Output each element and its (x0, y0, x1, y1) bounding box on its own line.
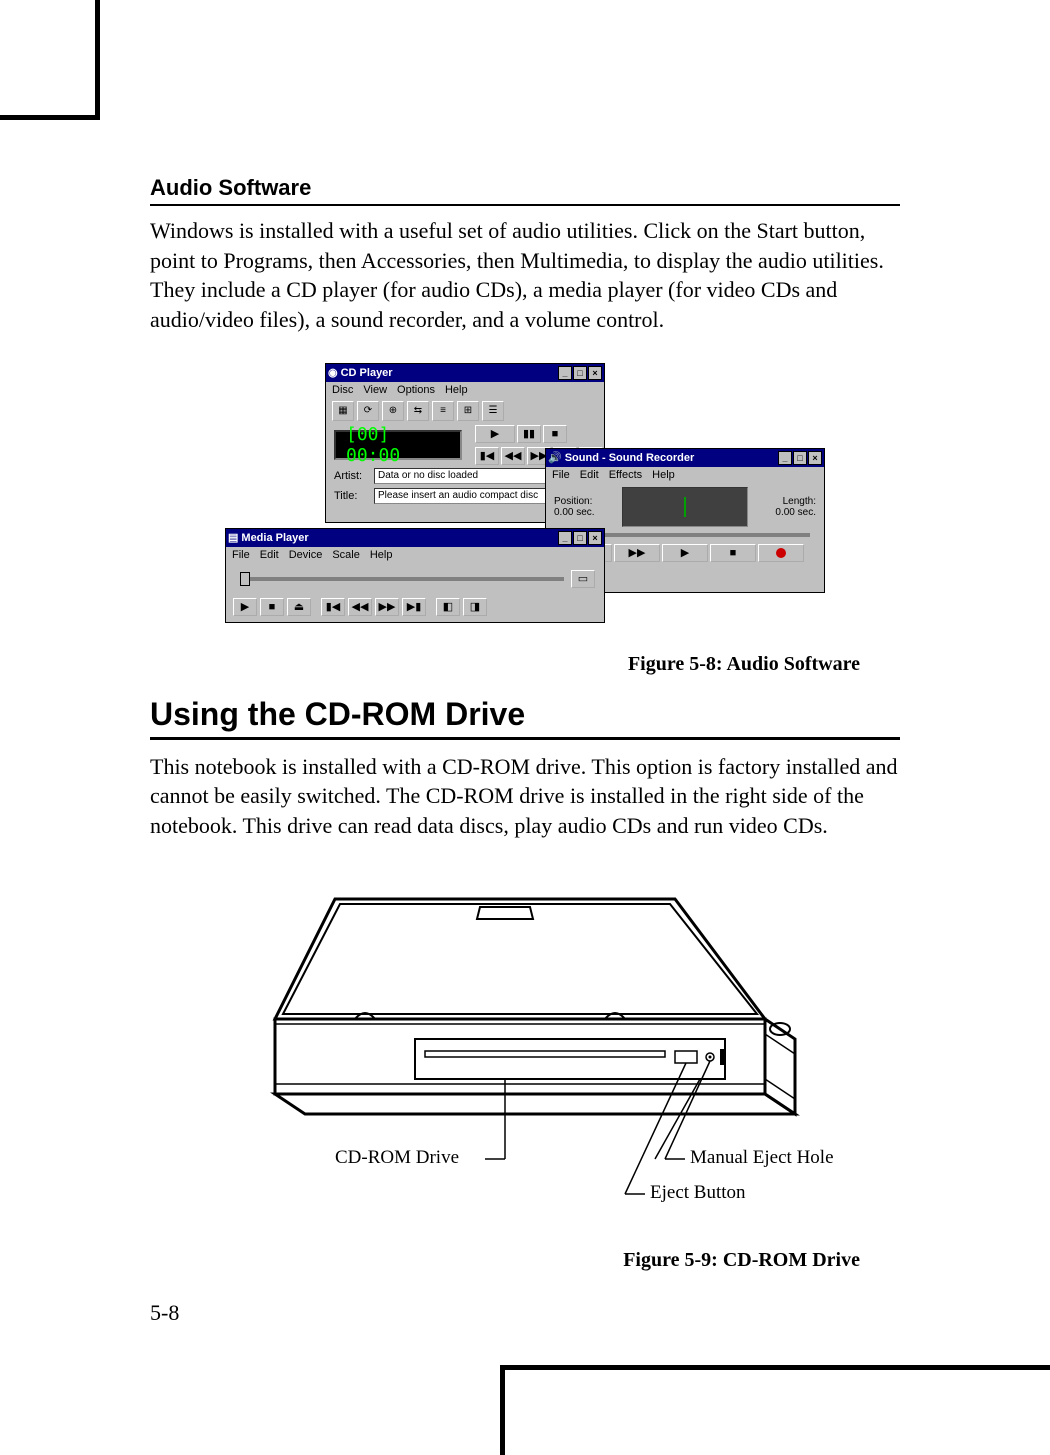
label-eject-button: Eject Button (650, 1182, 746, 1204)
cd-player-title: CD Player (338, 367, 557, 379)
next-button[interactable]: ▶▮ (402, 598, 426, 616)
play-button[interactable]: ▶ (662, 544, 708, 562)
menu-device[interactable]: Device (289, 549, 323, 561)
figure-cdrom-drive: CD-ROM Drive Manual Eject Hole Eject But… (150, 859, 900, 1239)
media-icon: ▤ (228, 531, 238, 544)
section-heading-cdrom: Using the CD-ROM Drive (150, 696, 900, 740)
page-number: 5-8 (150, 1300, 179, 1326)
audio-body: Windows is installed with a useful set o… (150, 216, 900, 335)
toolbar-button[interactable]: ⊕ (382, 401, 404, 421)
recorder-menubar: File Edit Effects Help (546, 467, 824, 483)
menu-edit[interactable]: Edit (580, 469, 599, 481)
toolbar-button[interactable]: ▦ (332, 401, 354, 421)
menu-effects[interactable]: Effects (609, 469, 642, 481)
media-slider[interactable] (240, 577, 564, 581)
prev-button[interactable]: ▮◀ (321, 598, 345, 616)
toolbar-button[interactable]: ⟳ (357, 401, 379, 421)
menu-file[interactable]: File (552, 469, 570, 481)
maximize-button[interactable]: □ (573, 366, 587, 380)
toolbar-button[interactable]: ☰ (482, 401, 504, 421)
toolbar-button[interactable]: ⊞ (457, 401, 479, 421)
menu-help[interactable]: Help (445, 384, 468, 396)
recorder-titlebar: 🔊 Sound - Sound Recorder _ □ × (546, 449, 824, 467)
rewind-button[interactable]: ◀◀ (501, 447, 525, 465)
cd-player-toolbar: ▦ ⟳ ⊕ ⇆ ≡ ⊞ ☰ (326, 398, 604, 424)
disc-icon: ◉ (328, 366, 338, 379)
play-button[interactable]: ▶ (475, 425, 515, 443)
mediaplayer-title: Media Player (238, 532, 557, 544)
menu-disc[interactable]: Disc (332, 384, 353, 396)
cdrom-body: This notebook is installed with a CD-ROM… (150, 752, 900, 841)
minimize-button[interactable]: _ (778, 451, 792, 465)
seek-end-button[interactable]: ▶▶ (614, 544, 660, 562)
menu-file[interactable]: File (232, 549, 250, 561)
rewind-button[interactable]: ◀◀ (348, 598, 372, 616)
stop-button[interactable]: ■ (710, 544, 756, 562)
stop-button[interactable]: ■ (260, 598, 284, 616)
menu-help[interactable]: Help (652, 469, 675, 481)
cd-player-titlebar: ◉ CD Player _ □ × (326, 364, 604, 382)
pause-button[interactable]: ▮▮ (517, 425, 541, 443)
menu-edit[interactable]: Edit (260, 549, 279, 561)
waveform-display (622, 487, 748, 527)
menu-scale[interactable]: Scale (332, 549, 360, 561)
record-icon (776, 548, 786, 558)
minimize-button[interactable]: _ (558, 531, 572, 545)
maximize-button[interactable]: □ (793, 451, 807, 465)
media-player-window: ▤ Media Player _ □ × File Edit Device Sc… (225, 528, 605, 623)
cd-player-menubar: Disc View Options Help (326, 382, 604, 398)
figure-caption-audio: Figure 5-8: Audio Software (150, 653, 900, 676)
mark-out-button[interactable]: ◨ (463, 598, 487, 616)
speaker-icon: 🔊 (548, 451, 562, 464)
maximize-button[interactable]: □ (573, 531, 587, 545)
length-value: 0.00 sec. (754, 507, 816, 518)
close-button[interactable]: × (588, 531, 602, 545)
label-manual-eject: Manual Eject Hole (690, 1147, 834, 1169)
close-button[interactable]: × (808, 451, 822, 465)
stop-button[interactable]: ■ (543, 425, 567, 443)
close-button[interactable]: × (588, 366, 602, 380)
title-label: Title: (334, 490, 370, 502)
mark-in-button[interactable]: ◧ (436, 598, 460, 616)
record-button[interactable] (758, 544, 804, 562)
artist-label: Artist: (334, 470, 370, 482)
figure-caption-cdrom: Figure 5-9: CD-ROM Drive (150, 1249, 900, 1272)
mediaplayer-menubar: File Edit Device Scale Help (226, 547, 604, 563)
laptop-diagram (205, 879, 845, 1239)
toolbar-button[interactable]: ⇆ (407, 401, 429, 421)
ffwd-button[interactable]: ▶▶ (375, 598, 399, 616)
menu-view[interactable]: View (363, 384, 387, 396)
figure-audio-software: ◉ CD Player _ □ × Disc View Options Help… (150, 353, 900, 643)
eject-button[interactable]: ⏏ (287, 598, 311, 616)
recorder-title: Sound - Sound Recorder (562, 452, 777, 464)
label-cdrom-drive: CD-ROM Drive (335, 1147, 459, 1169)
menu-options[interactable]: Options (397, 384, 435, 396)
cd-time-display: [00] 00:00 (334, 430, 462, 460)
toolbar-button[interactable]: ≡ (432, 401, 454, 421)
position-label: Position: (554, 496, 616, 507)
minimize-button[interactable]: _ (558, 366, 572, 380)
mediaplayer-titlebar: ▤ Media Player _ □ × (226, 529, 604, 547)
position-value: 0.00 sec. (554, 507, 616, 518)
play-button[interactable]: ▶ (233, 598, 257, 616)
scale-button[interactable]: ▭ (571, 570, 595, 588)
section-heading-audio: Audio Software (150, 175, 900, 206)
menu-help[interactable]: Help (370, 549, 393, 561)
length-label: Length: (754, 496, 816, 507)
prev-track-button[interactable]: ▮◀ (475, 447, 499, 465)
